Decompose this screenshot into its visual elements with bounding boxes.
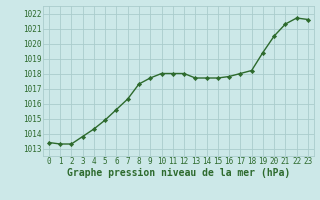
X-axis label: Graphe pression niveau de la mer (hPa): Graphe pression niveau de la mer (hPa) [67,168,290,178]
